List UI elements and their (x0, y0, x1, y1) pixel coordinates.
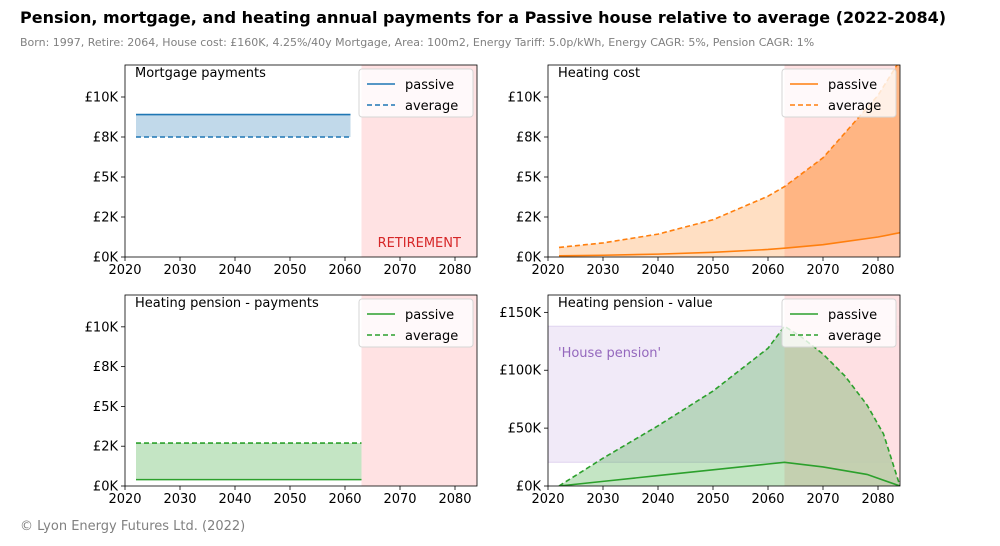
legend: passive average (781, 68, 897, 118)
y-tick-label: £0K (93, 480, 119, 495)
series-line-passive (558, 231, 900, 257)
x-tick-label: 2060 (751, 263, 784, 278)
x-tick-label: 2060 (751, 492, 784, 507)
y-tick-label: £10K (508, 91, 542, 106)
x-tick-label: 2040 (641, 263, 674, 278)
x-tick-label: 2050 (273, 263, 306, 278)
axes-frame (124, 64, 478, 258)
x-tick-label: 2050 (696, 263, 729, 278)
x-tick-label: 2020 (108, 492, 141, 507)
x-tick-label: 2070 (383, 492, 416, 507)
y-tick-label: £10K (85, 91, 119, 106)
legend: passive average (781, 298, 897, 348)
fill-area-1 (136, 443, 362, 480)
y-tick-label: £5K (93, 171, 119, 186)
plot-area (548, 295, 900, 486)
chart-panel-4: 2020 2030 2040 2050 2060 2070 2080 £0K £50K £100K… (499, 294, 901, 507)
fill-area-1 (559, 327, 900, 486)
series-line-average (558, 325, 900, 486)
x-tick-label: 2040 (641, 492, 674, 507)
legend-label-average: average (828, 329, 881, 344)
page-subtitle: Born: 1997, Retire: 2064, House cost: £1… (20, 36, 815, 49)
x-tick-label: 2080 (438, 492, 471, 507)
legend-label-passive: passive (828, 78, 877, 93)
chart-panel-3: 2020 2030 2040 2050 2060 2070 2080 £0K £2K £5K £8K… (85, 294, 478, 507)
axes-frame (547, 294, 901, 487)
panel-title: Heating pension - value (558, 296, 713, 311)
axes-frame (124, 294, 478, 487)
legend-label-average: average (405, 329, 458, 344)
y-tick-label: £150K (499, 306, 541, 321)
y-tick-label: £8K (516, 131, 542, 146)
copyright-text: © Lyon Energy Futures Ltd. (2022) (20, 519, 246, 534)
legend-label-passive: passive (405, 308, 454, 323)
y-tick-label: £2K (516, 211, 542, 226)
series-line-passive (558, 461, 900, 486)
x-tick-label: 2080 (861, 263, 894, 278)
x-tick-label: 2070 (383, 263, 416, 278)
x-tick-label: 2020 (531, 263, 564, 278)
y-tick-label: £2K (93, 211, 119, 226)
axes-frame (547, 64, 901, 258)
chart-panel-1: 2020 2030 2040 2050 2060 2070 2080 £0K £2K £5K £8K… (85, 64, 478, 278)
y-tick-label: £0K (516, 251, 542, 266)
x-tick-label: 2030 (163, 492, 196, 507)
fill-area-1 (136, 114, 351, 137)
fill-area-2 (559, 462, 900, 486)
x-tick-label: 2060 (328, 492, 361, 507)
legend: passive average (358, 298, 474, 348)
y-tick-label: £2K (93, 440, 119, 455)
legend: passive average (358, 68, 474, 118)
y-tick-label: £8K (93, 360, 119, 375)
x-tick-label: 2080 (438, 263, 471, 278)
house-pension-annotation: 'House pension' (558, 346, 661, 361)
page-title: Pension, mortgage, and heating annual pa… (20, 8, 947, 27)
y-tick-label: £5K (93, 400, 119, 415)
x-tick-label: 2050 (273, 492, 306, 507)
legend-label-average: average (405, 99, 458, 114)
y-tick-label: £10K (85, 320, 119, 335)
x-tick-label: 2040 (218, 263, 251, 278)
fill-area-3 (559, 232, 900, 257)
x-tick-label: 2030 (586, 263, 619, 278)
x-tick-label: 2020 (531, 492, 564, 507)
panel-title: Heating pension - payments (135, 296, 319, 311)
panel-title: Heating cost (558, 66, 640, 81)
x-tick-label: 2070 (806, 263, 839, 278)
y-tick-label: £5K (516, 171, 542, 186)
x-tick-label: 2040 (218, 492, 251, 507)
legend-label-passive: passive (405, 78, 454, 93)
x-tick-label: 2020 (108, 263, 141, 278)
y-tick-label: £0K (516, 480, 542, 495)
x-tick-label: 2080 (861, 492, 894, 507)
legend-label-passive: passive (828, 308, 877, 323)
fill-area-1 (559, 186, 785, 256)
y-tick-label: £0K (93, 251, 119, 266)
x-tick-label: 2050 (696, 492, 729, 507)
x-tick-label: 2030 (163, 263, 196, 278)
y-tick-label: £8K (93, 131, 119, 146)
y-tick-label: £50K (508, 422, 542, 437)
x-tick-label: 2060 (328, 263, 361, 278)
y-tick-label: £100K (499, 364, 541, 379)
retirement-label: RETIREMENT (378, 236, 461, 251)
x-tick-label: 2030 (586, 492, 619, 507)
legend-label-average: average (828, 99, 881, 114)
panel-title: Mortgage payments (135, 66, 266, 81)
chart-panel-2: 2020 2030 2040 2050 2060 2070 2080 £0K £2K £5K £8K… (508, 64, 901, 278)
x-tick-label: 2070 (806, 492, 839, 507)
